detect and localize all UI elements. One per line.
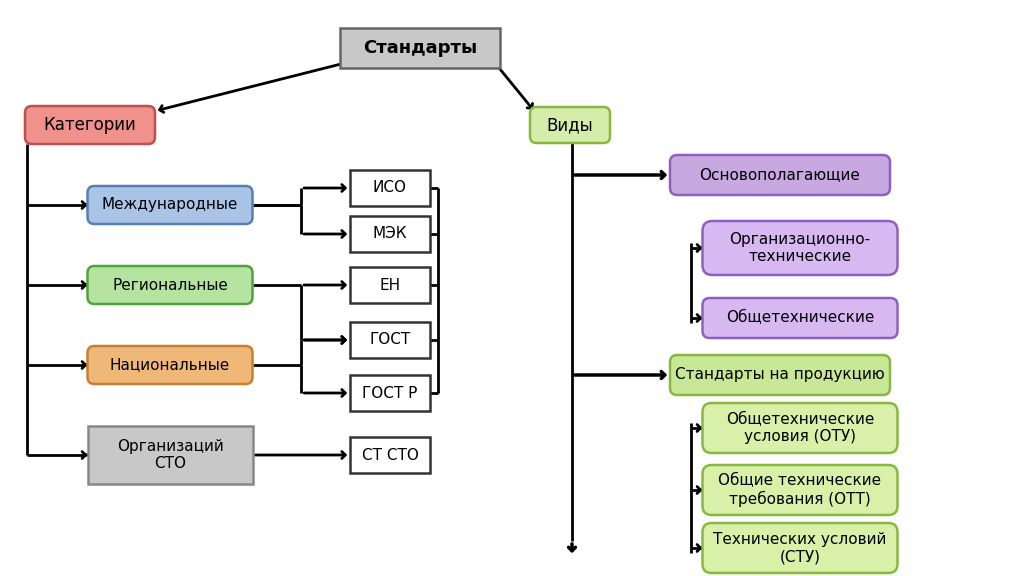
FancyBboxPatch shape (702, 523, 897, 573)
FancyBboxPatch shape (702, 221, 897, 275)
Text: ГОСТ Р: ГОСТ Р (362, 385, 418, 400)
FancyBboxPatch shape (702, 298, 897, 338)
Text: МЭК: МЭК (373, 226, 408, 241)
Text: ИСО: ИСО (373, 180, 407, 195)
Text: Общетехнические
условия (ОТУ): Общетехнические условия (ОТУ) (726, 412, 874, 444)
Text: Категории: Категории (44, 116, 136, 134)
FancyBboxPatch shape (702, 403, 897, 453)
Text: ЕН: ЕН (380, 278, 400, 293)
Text: Стандарты: Стандарты (362, 39, 477, 57)
Text: Общие технические
требования (ОТТ): Общие технические требования (ОТТ) (719, 473, 882, 507)
Bar (340, 28, 500, 68)
FancyBboxPatch shape (87, 346, 253, 384)
Text: Региональные: Региональные (112, 278, 228, 293)
Bar (350, 322, 430, 358)
Text: Международные: Международные (101, 198, 239, 213)
Text: Общетехнические: Общетехнические (726, 310, 874, 325)
Text: Виды: Виды (547, 116, 593, 134)
Text: СТ СТО: СТ СТО (361, 448, 419, 463)
Bar (350, 437, 430, 473)
Bar (350, 267, 430, 303)
Text: Организационно-
технические: Организационно- технические (729, 232, 870, 264)
Bar (350, 375, 430, 411)
FancyBboxPatch shape (87, 266, 253, 304)
Text: Национальные: Национальные (110, 358, 230, 373)
Bar (350, 216, 430, 252)
Bar (350, 170, 430, 206)
FancyBboxPatch shape (25, 106, 155, 144)
FancyBboxPatch shape (530, 107, 610, 143)
FancyBboxPatch shape (670, 155, 890, 195)
Text: Стандарты на продукцию: Стандарты на продукцию (675, 367, 885, 382)
FancyBboxPatch shape (702, 465, 897, 515)
Text: Организаций
СТО: Организаций СТО (117, 439, 223, 471)
Text: ГОСТ: ГОСТ (370, 332, 411, 347)
Text: Технических условий
(СТУ): Технических условий (СТУ) (714, 532, 887, 564)
FancyBboxPatch shape (87, 186, 253, 224)
FancyBboxPatch shape (670, 355, 890, 395)
Text: Основополагающие: Основополагающие (699, 168, 860, 183)
Bar (87, 426, 253, 484)
